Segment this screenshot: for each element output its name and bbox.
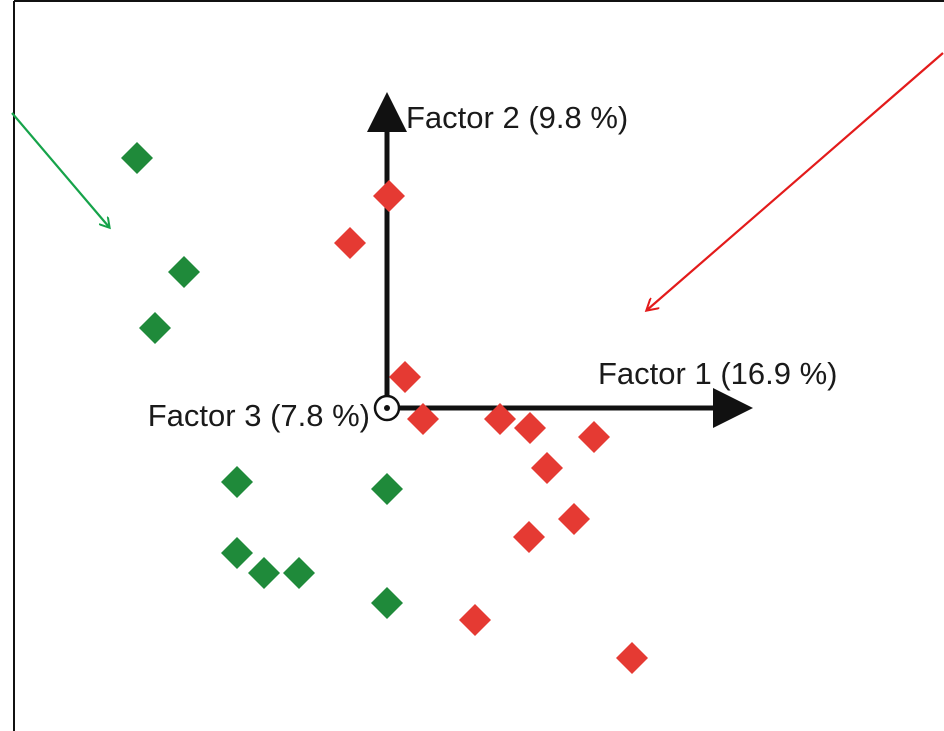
red-diamond-point-11 [459, 604, 491, 636]
data-points-layer [121, 142, 648, 674]
green-diamond-point-9 [371, 587, 403, 619]
red-diamond-point-1 [373, 180, 405, 212]
factor3-axis-label: Factor 3 (7.8 %) [148, 398, 370, 433]
red-diamond-point-2 [334, 227, 366, 259]
green-diamond-point-7 [248, 557, 280, 589]
green-pointer-arrow [11, 112, 109, 227]
green-diamond-point-2 [168, 256, 200, 288]
factor-axes [367, 92, 753, 428]
green-diamond-point-1 [121, 142, 153, 174]
factor1-axis-label: Factor 1 (16.9 %) [598, 356, 837, 391]
red-diamond-point-4 [407, 403, 439, 435]
factor3-axis-dot [384, 405, 390, 411]
green-diamond-point-8 [283, 557, 315, 589]
pointer-arrows-layer [11, 52, 944, 310]
red-diamond-point-12 [616, 642, 648, 674]
green-diamond-point-5 [371, 473, 403, 505]
green-diamond-point-4 [221, 466, 253, 498]
red-diamond-point-7 [578, 421, 610, 453]
green-diamond-point-3 [139, 312, 171, 344]
red-diamond-point-10 [513, 521, 545, 553]
red-diamond-point-6 [514, 412, 546, 444]
green-diamond-point-6 [221, 537, 253, 569]
red-pointer-arrow [647, 52, 944, 310]
factor2-axis-label: Factor 2 (9.8 %) [406, 100, 628, 135]
red-diamond-point-5 [484, 403, 516, 435]
red-diamond-point-9 [558, 503, 590, 535]
red-diamond-point-3 [389, 361, 421, 393]
red-diamond-point-8 [531, 452, 563, 484]
